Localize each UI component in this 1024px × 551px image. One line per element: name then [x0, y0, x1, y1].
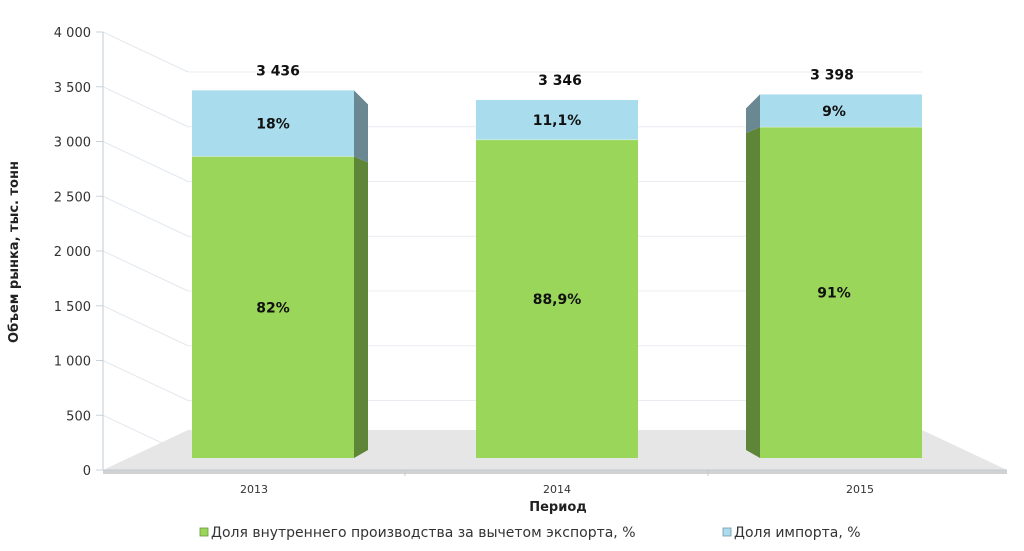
import-share-label: 9% [822, 104, 846, 120]
bar-segment-import [760, 94, 922, 128]
domestic-share-label: 91% [817, 286, 851, 302]
y-tick-label: 1 500 [54, 300, 91, 315]
x-tick-label: 2013 [240, 483, 268, 496]
legend-swatch-domestic [199, 527, 209, 537]
y-tick-label: 0 [83, 464, 91, 479]
bar-segment-import [192, 90, 354, 157]
y-tick-label: 3 000 [54, 136, 91, 151]
y-tick-label: 3 500 [54, 81, 91, 96]
axis-layer: 0 500 1 000 1 500 2 000 2 500 3 000 3 500 4 000 2… [54, 26, 1007, 496]
gridline-diag [102, 141, 189, 182]
import-share-label: 18% [256, 116, 290, 132]
x-tick-label: 2015 [846, 483, 874, 496]
bars-layer [192, 90, 922, 458]
labels-layer: 3 436 18% 82% 3 346 11,1% 88,9% 3 398 9% 91% [256, 63, 854, 316]
import-share-label: 11,1% [533, 113, 582, 129]
y-axis-title: Объем рынка, тыс. тонн [7, 161, 22, 343]
total-value-label: 3 346 [538, 73, 582, 89]
bar-side-upper [746, 94, 760, 134]
total-value-label: 3 436 [256, 63, 300, 79]
bar-segment-domestic [192, 156, 354, 458]
bar-segment-import [476, 99, 638, 140]
bar-segment-domestic [476, 139, 638, 458]
gridline-diag [102, 250, 189, 292]
bar-side-upper [354, 90, 368, 163]
domestic-share-label: 82% [256, 300, 290, 316]
bar-side-lower [746, 127, 760, 458]
bar-side-lower [354, 156, 368, 458]
legend: Доля внутреннего производства за вычетом… [199, 525, 861, 541]
y-tick-label: 500 [66, 409, 91, 424]
legend-label-import: Доля импорта, % [734, 525, 861, 541]
x-tick-label: 2014 [543, 483, 571, 496]
y-tick-label: 2 500 [54, 190, 91, 205]
legend-label-domestic: Доля внутреннего производства за вычетом… [211, 525, 636, 541]
x-axis-title: Период [529, 500, 587, 515]
gridline-diag [102, 31, 189, 73]
y-tick-label: 1 000 [54, 355, 91, 370]
gridline-diag [102, 86, 189, 128]
bar-segment-domestic [760, 127, 922, 458]
gridline-diag [102, 305, 189, 347]
y-tick-label: 2 000 [54, 245, 91, 260]
gridline-diag [102, 195, 189, 237]
y-tick-label: 4 000 [54, 26, 91, 41]
domestic-share-label: 88,9% [533, 292, 582, 308]
floor-edge [103, 470, 1007, 474]
total-value-label: 3 398 [810, 67, 854, 83]
legend-swatch-import [722, 527, 732, 537]
gridline-diag [102, 360, 189, 401]
